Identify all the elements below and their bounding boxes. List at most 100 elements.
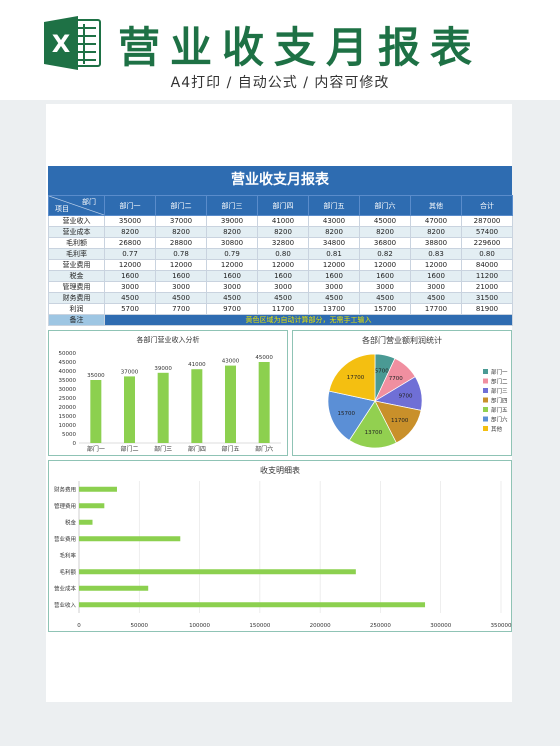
report-table: 营业收支月报表 部门 项目 部门一 部门二 部门三 部门四 部门五 部门六 其他… bbox=[48, 166, 513, 326]
table-cell: 4500 bbox=[308, 292, 360, 304]
slice-data-label: 13700 bbox=[365, 430, 383, 436]
x-tick-label: 350000 bbox=[491, 623, 512, 629]
table-cell: 1600 bbox=[308, 270, 360, 282]
table-row: 财务费用 4500 4500 4500 4500 4500 4500 4500 31500 bbox=[48, 292, 513, 304]
x-tick-label: 部门一 bbox=[87, 445, 105, 453]
slice-data-label: 7700 bbox=[389, 376, 403, 382]
x-tick-label: 部门四 bbox=[188, 445, 206, 453]
table-cell: 0.83 bbox=[410, 248, 462, 260]
table-body: 营业收入 35000 37000 39000 41000 43000 45000 47000 2… bbox=[48, 215, 513, 315]
y-tick-label: 45000 bbox=[59, 360, 77, 366]
chart-title: 各部门营业额利润统计 bbox=[362, 336, 442, 345]
x-tick-label: 部门三 bbox=[154, 445, 172, 453]
table-cell: 3000 bbox=[359, 281, 411, 293]
y-tick-label: 5000 bbox=[62, 432, 76, 438]
table-row: 营业成本 8200 8200 8200 8200 8200 8200 8200 57400 bbox=[48, 226, 513, 238]
legend-swatch bbox=[483, 407, 488, 412]
table-cell: 12000 bbox=[206, 259, 258, 271]
table-cell: 229600 bbox=[461, 237, 513, 249]
pie-slice bbox=[327, 390, 376, 441]
y-tick-label: 50000 bbox=[59, 351, 77, 357]
hbar bbox=[79, 536, 181, 542]
table-cell: 8200 bbox=[104, 226, 156, 238]
bar-data-label: 41000 bbox=[188, 362, 206, 368]
row-label: 财务费用 bbox=[48, 292, 105, 304]
table-cell: 8200 bbox=[155, 226, 207, 238]
hbar bbox=[79, 602, 426, 608]
y-tick-label: 税金 bbox=[65, 518, 77, 526]
legend-label: 部门二 bbox=[491, 378, 508, 386]
table-row: 营业费用 12000 12000 12000 12000 12000 12000 12000 8… bbox=[48, 259, 513, 271]
diagonal-line bbox=[49, 196, 104, 215]
table-cell: 12000 bbox=[359, 259, 411, 271]
corner-top-label: 部门 bbox=[82, 198, 96, 206]
legend-swatch bbox=[483, 397, 488, 403]
hbar bbox=[79, 486, 117, 492]
legend-label: 其他 bbox=[491, 425, 503, 433]
table-cell: 4500 bbox=[155, 292, 207, 304]
note-row: 备注 黄色区域为自动计算部分，无需手工输入 bbox=[48, 314, 513, 326]
table-cell: 39000 bbox=[206, 215, 258, 227]
table-cell: 4500 bbox=[206, 292, 258, 304]
table-cell: 37000 bbox=[155, 215, 207, 227]
table-cell: 4500 bbox=[410, 292, 462, 304]
column-header: 部门六 bbox=[359, 195, 411, 216]
column-header: 其他 bbox=[410, 195, 462, 216]
y-tick-label: 40000 bbox=[59, 369, 77, 375]
table-cell: 5700 bbox=[104, 303, 156, 315]
bar bbox=[225, 365, 236, 443]
table-cell: 30800 bbox=[206, 237, 258, 249]
bar-chart-svg: 0 5000 10000 15000 20000 25000 30000 35000 40000… bbox=[59, 351, 281, 453]
table-cell: 3000 bbox=[410, 281, 462, 293]
table-cell: 8200 bbox=[257, 226, 309, 238]
table-cell: 12000 bbox=[308, 259, 360, 271]
corner-bottom-label: 项目 bbox=[55, 205, 69, 213]
bar-data-label: 45000 bbox=[255, 355, 273, 361]
column-header: 部门一 bbox=[104, 195, 156, 216]
row-label: 营业收入 bbox=[48, 215, 105, 227]
bar bbox=[90, 380, 102, 443]
row-label: 营业费用 bbox=[48, 259, 105, 271]
table-cell: 9700 bbox=[206, 303, 258, 315]
legend-swatch bbox=[483, 369, 488, 374]
column-header: 部门二 bbox=[155, 195, 207, 216]
table-row: 毛利额 26800 28800 30800 32800 34800 36800 38800 22… bbox=[48, 237, 513, 249]
x-tick-label: 300000 bbox=[430, 623, 451, 629]
row-label: 税金 bbox=[48, 270, 105, 282]
legend-label: 部门六 bbox=[491, 416, 508, 424]
column-header: 部门四 bbox=[257, 195, 309, 216]
profit-pie-chart: 各部门营业额利润统计 5700 7700 9700 11700 13700 15700 17… bbox=[292, 330, 512, 456]
table-row: 管理费用 3000 3000 3000 3000 3000 3000 3000 21000 bbox=[48, 281, 513, 293]
pie-slice bbox=[328, 353, 376, 402]
table-cell: 8200 bbox=[410, 226, 462, 238]
detail-hbar-chart: 收支明细表 0 50000 100000 150000 200000 250000 3000… bbox=[48, 460, 512, 632]
table-cell: 41000 bbox=[257, 215, 309, 227]
y-tick-label: 20000 bbox=[59, 405, 77, 411]
column-header: 合计 bbox=[461, 195, 513, 216]
column-header: 部门五 bbox=[308, 195, 360, 216]
legend-swatch bbox=[483, 426, 488, 431]
x-tick-label: 250000 bbox=[370, 623, 391, 629]
row-label: 营业成本 bbox=[48, 226, 105, 238]
x-tick-label: 50000 bbox=[131, 623, 149, 629]
table-cell: 1600 bbox=[104, 270, 156, 282]
table-cell: 12000 bbox=[155, 259, 207, 271]
table-row: 税金 1600 1600 1600 1600 1600 1600 1600 11200 bbox=[48, 270, 513, 282]
column-header: 部门三 bbox=[206, 195, 258, 216]
table-cell: 11700 bbox=[257, 303, 309, 315]
table-cell: 1600 bbox=[410, 270, 462, 282]
y-tick-label: 10000 bbox=[59, 423, 77, 429]
page-subtitle: A4打印 / 自动公式 / 内容可修改 bbox=[170, 75, 390, 91]
table-cell: 4500 bbox=[257, 292, 309, 304]
x-tick-label: 100000 bbox=[189, 623, 210, 629]
y-tick-label: 管理费用 bbox=[54, 502, 76, 510]
table-cell: 43000 bbox=[308, 215, 360, 227]
table-cell: 84000 bbox=[461, 259, 513, 271]
row-label: 管理费用 bbox=[48, 281, 105, 293]
note-label: 备注 bbox=[48, 314, 105, 326]
hbar bbox=[79, 503, 105, 509]
y-tick-label: 0 bbox=[73, 441, 77, 447]
table-cell: 26800 bbox=[104, 237, 156, 249]
table-cell: 47000 bbox=[410, 215, 462, 227]
